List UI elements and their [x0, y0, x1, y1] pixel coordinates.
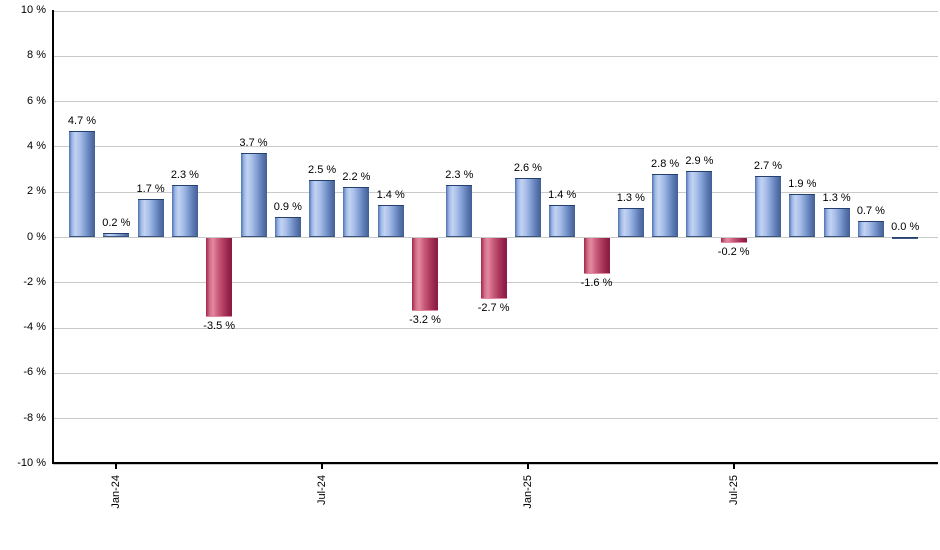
- bar-value-label: 2.7 %: [753, 159, 783, 172]
- y-axis-tick-label: 2 %: [27, 185, 46, 198]
- bar: [377, 205, 404, 237]
- bar: [652, 173, 679, 237]
- bar-value-label: 2.3 %: [170, 168, 199, 181]
- bar-value-label: -2.7 %: [477, 302, 510, 315]
- bar: [171, 184, 198, 237]
- gridline: [53, 10, 938, 12]
- bar: [549, 205, 576, 237]
- bar: [103, 232, 130, 237]
- y-axis-tick-label: -4 %: [23, 321, 46, 334]
- bar: [343, 187, 370, 237]
- y-axis-tick-label: 8 %: [27, 49, 46, 62]
- y-axis-tick-label: -8 %: [23, 411, 46, 424]
- bar: [789, 194, 816, 237]
- y-axis-tick-label: -10 %: [17, 457, 46, 469]
- bar: [309, 180, 336, 237]
- bar: [857, 221, 884, 237]
- bar: [720, 238, 747, 243]
- bar: [446, 184, 473, 237]
- x-axis-tick-label: Jan-24: [110, 475, 123, 509]
- bar-value-label: 2.6 %: [513, 162, 542, 175]
- gridline: [53, 418, 938, 420]
- bar: [583, 238, 610, 275]
- gridline: [53, 463, 938, 465]
- gridline: [53, 327, 938, 329]
- gridline: [53, 101, 938, 103]
- bar-value-label: 0.7 %: [856, 205, 885, 218]
- bar: [755, 175, 781, 237]
- bar-value-label: 0.0 %: [891, 221, 920, 233]
- gridline: [53, 237, 938, 238]
- x-axis-line: [52, 462, 938, 464]
- y-axis-tick-label: -2 %: [23, 275, 46, 288]
- bar-value-label: -3.2 %: [409, 313, 441, 326]
- bar: [480, 238, 507, 300]
- bar-value-label: 3.7 %: [239, 137, 268, 150]
- bar: [892, 237, 919, 239]
- bar-value-label: 0.2 %: [102, 216, 131, 229]
- bar: [69, 130, 95, 237]
- x-axis-tick-label: Jul-25: [727, 475, 740, 505]
- bar-value-label: 2.2 %: [342, 171, 371, 184]
- bar: [617, 207, 644, 237]
- bar-value-label: 1.4 %: [548, 189, 577, 202]
- x-axis-tick-label: Jan-25: [521, 475, 534, 509]
- bar-value-label: 1.3 %: [822, 191, 851, 204]
- bar: [240, 153, 267, 237]
- y-axis-tick-label: -6 %: [23, 366, 46, 379]
- y-axis-tick-label: 6 %: [27, 94, 46, 107]
- y-axis-line: [52, 10, 54, 464]
- x-axis-tick: [526, 464, 529, 469]
- y-axis-tick-label: 4 %: [27, 139, 46, 152]
- bar: [274, 216, 301, 237]
- bar-value-label: 2.8 %: [651, 157, 680, 170]
- bar-value-label: 1.3 %: [616, 191, 645, 204]
- bar-value-label: 1.9 %: [788, 178, 817, 190]
- bar-value-label: -0.2 %: [717, 245, 750, 258]
- bar-value-label: 0.9 %: [273, 200, 302, 213]
- gridline: [53, 55, 938, 57]
- y-axis-tick-label: 10 %: [20, 4, 46, 16]
- bar-value-label: 2.5 %: [308, 164, 337, 177]
- bar-value-label: 4.7 %: [67, 114, 97, 127]
- bar-value-label: 1.4 %: [376, 189, 405, 202]
- gridline: [53, 146, 938, 148]
- bar: [412, 238, 438, 311]
- bar-value-label: 1.7 %: [136, 182, 165, 195]
- gridline: [53, 191, 938, 193]
- x-axis-tick: [321, 464, 324, 469]
- y-axis-tick-label: 0 %: [27, 230, 46, 243]
- bar-value-label: -3.5 %: [203, 320, 236, 333]
- bar-value-label: 2.3 %: [445, 168, 474, 181]
- gridline: [53, 372, 938, 374]
- bar: [206, 238, 233, 318]
- bar: [137, 198, 164, 237]
- x-axis-tick: [115, 464, 118, 469]
- bar: [686, 171, 713, 237]
- bar-value-label: 2.9 %: [685, 155, 714, 168]
- bar: [823, 207, 850, 237]
- x-axis-tick: [732, 464, 735, 469]
- bar-value-label: -1.6 %: [580, 277, 613, 290]
- bar: [514, 178, 541, 237]
- x-axis-tick-label: Jul-24: [316, 475, 329, 505]
